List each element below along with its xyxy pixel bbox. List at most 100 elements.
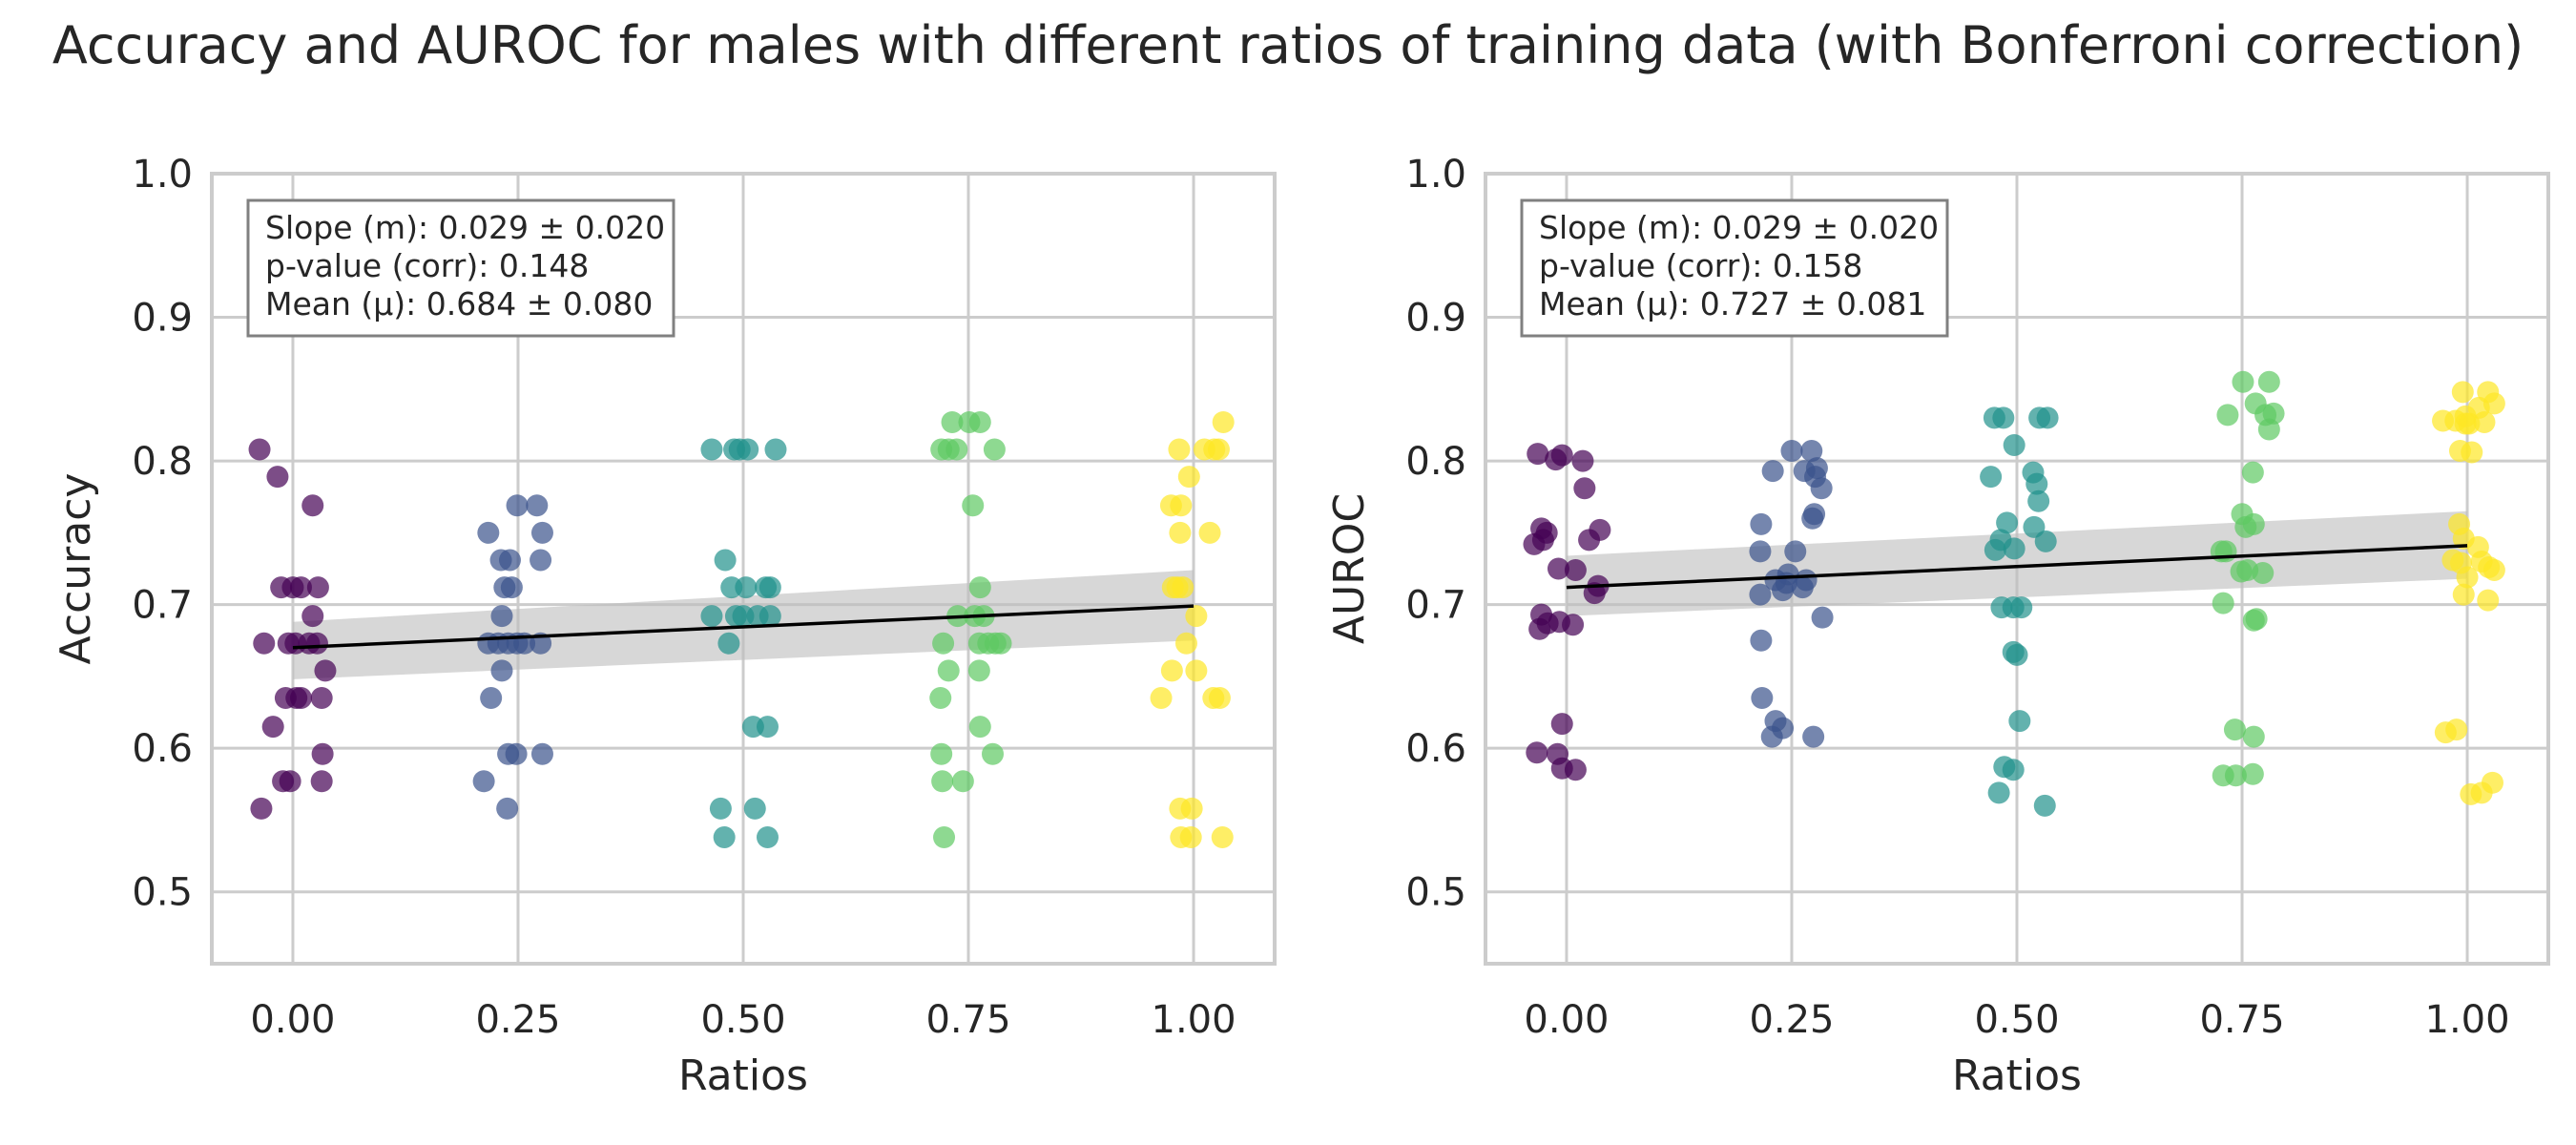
y-axis-label: Accuracy (52, 473, 100, 665)
stats-box (1520, 198, 1949, 338)
x-tick-label: 0.50 (1974, 998, 2059, 1042)
data-point-ratio-0.75 (929, 686, 952, 709)
stats-line: Slope (m): 0.029 ± 0.020 (1539, 209, 1939, 246)
data-point-ratio-0.75 (2245, 608, 2268, 631)
data-point-ratio-1 (1160, 659, 1183, 682)
data-point-ratio-0.5 (1987, 781, 2010, 804)
x-axis-label: Ratios (1952, 1051, 2082, 1100)
data-point-ratio-0.25 (505, 742, 528, 765)
data-point-ratio-0.25 (530, 549, 552, 572)
data-point-ratio-0 (305, 632, 328, 655)
data-point-ratio-0 (314, 659, 337, 682)
data-point-ratio-0 (301, 494, 324, 517)
y-tick-label: 0.8 (132, 440, 193, 484)
data-point-ratio-0 (1547, 557, 1569, 580)
data-point-ratio-0.25 (472, 770, 495, 793)
data-point-ratio-0.75 (933, 826, 956, 849)
data-point-ratio-0.75 (2257, 418, 2280, 441)
data-point-ratio-0 (1562, 614, 1585, 636)
data-point-ratio-0 (289, 576, 312, 599)
data-point-ratio-0.25 (1751, 686, 1774, 709)
data-point-ratio-0.5 (758, 576, 781, 599)
figure-title: Accuracy and AUROC for males with differ… (52, 15, 2524, 75)
y-tick-label: 0.6 (132, 727, 193, 771)
x-tick-label: 0.00 (1524, 998, 1609, 1042)
data-point-ratio-1 (2456, 566, 2479, 589)
data-point-ratio-0.75 (932, 632, 955, 655)
data-point-ratio-0.5 (700, 605, 723, 628)
stats-box (246, 198, 675, 338)
data-point-ratio-0.25 (1801, 507, 1824, 530)
data-point-ratio-0.25 (530, 521, 553, 544)
data-point-ratio-0.5 (700, 438, 723, 461)
data-point-ratio-0.75 (2257, 370, 2280, 393)
data-point-ratio-0.5 (2003, 434, 2025, 457)
axes-frame (1484, 172, 2550, 966)
y-tick-label: 0.8 (1405, 440, 1466, 484)
data-point-ratio-1 (2452, 583, 2475, 606)
data-point-ratio-0 (310, 686, 333, 709)
stats-line: p-value (corr): 0.158 (1539, 247, 1862, 284)
data-point-ratio-1 (2460, 782, 2483, 805)
y-tick-label: 0.9 (1405, 297, 1466, 341)
data-point-ratio-0 (1528, 617, 1551, 640)
data-point-ratio-1 (1170, 494, 1193, 517)
data-point-ratio-0 (1545, 448, 1568, 471)
data-point-ratio-0.5 (2003, 537, 2025, 560)
data-point-ratio-0.25 (1784, 540, 1807, 563)
data-point-ratio-0.75 (2241, 762, 2264, 785)
data-point-ratio-0.25 (500, 576, 523, 599)
data-point-ratio-0.5 (1996, 511, 2019, 534)
data-point-ratio-0 (289, 686, 312, 709)
data-point-ratio-0.25 (480, 686, 503, 709)
stats-line: Mean (μ): 0.727 ± 0.081 (1539, 285, 1926, 323)
x-tick-label: 0.50 (700, 998, 785, 1042)
data-point-ratio-0.75 (2232, 370, 2254, 393)
data-point-ratio-0 (301, 605, 324, 628)
data-point-ratio-1 (1185, 605, 1208, 628)
data-point-ratio-0.5 (713, 826, 736, 849)
data-point-ratio-0.75 (937, 659, 960, 682)
data-point-ratio-1 (1150, 686, 1173, 709)
data-point-ratio-0.5 (743, 797, 766, 820)
data-point-ratio-1 (2432, 409, 2455, 432)
data-point-ratio-0.5 (2005, 643, 2028, 666)
data-point-ratio-0.25 (490, 605, 513, 628)
x-tick-label: 0.00 (250, 998, 335, 1042)
data-point-ratio-1 (2473, 410, 2496, 433)
data-point-ratio-1 (2483, 559, 2505, 582)
data-point-ratio-1 (1169, 521, 1192, 544)
data-point-ratio-0.5 (2033, 794, 2056, 817)
y-tick-label: 0.5 (132, 871, 193, 915)
stats-line: Slope (m): 0.029 ± 0.020 (265, 209, 665, 246)
data-point-ratio-0.25 (1791, 576, 1814, 599)
data-point-ratio-0.25 (1750, 629, 1773, 652)
auroc-chart: 0.00 0.25 0.50 0.75 1.00 0.5 0.6 0.7 0.8 0.9 1.0 Ra… (1325, 153, 2550, 1100)
data-point-ratio-0.75 (945, 438, 968, 461)
y-tick-label: 0.9 (132, 297, 193, 341)
data-point-ratio-0 (1526, 741, 1548, 764)
y-tick-label: 0.7 (132, 584, 193, 628)
data-point-ratio-0 (310, 770, 333, 793)
data-point-ratio-0 (1573, 477, 1596, 500)
data-point-ratio-0.75 (2242, 725, 2265, 748)
data-point-ratio-0.5 (735, 576, 758, 599)
data-point-ratio-0.75 (931, 770, 954, 793)
data-point-ratio-0.25 (1802, 725, 1825, 748)
data-point-ratio-0.75 (2223, 718, 2246, 741)
data-point-ratio-0.75 (967, 659, 990, 682)
data-point-ratio-0 (1564, 759, 1587, 781)
data-point-ratio-0.25 (1772, 579, 1795, 602)
y-axis-label: AUROC (1325, 493, 1374, 644)
data-point-ratio-0.5 (732, 605, 755, 628)
data-point-ratio-0.5 (758, 605, 781, 628)
data-point-ratio-0.25 (1749, 540, 1772, 563)
data-point-ratio-0 (1578, 529, 1601, 552)
stats-line: p-value (corr): 0.148 (265, 247, 589, 284)
data-point-ratio-0.5 (2002, 759, 2025, 781)
x-tick-label: 0.75 (2199, 998, 2284, 1042)
data-point-ratio-0.25 (477, 521, 500, 544)
regression-line (292, 604, 1195, 650)
data-point-ratio-0.25 (1800, 440, 1823, 463)
data-point-ratio-0.75 (968, 576, 991, 599)
